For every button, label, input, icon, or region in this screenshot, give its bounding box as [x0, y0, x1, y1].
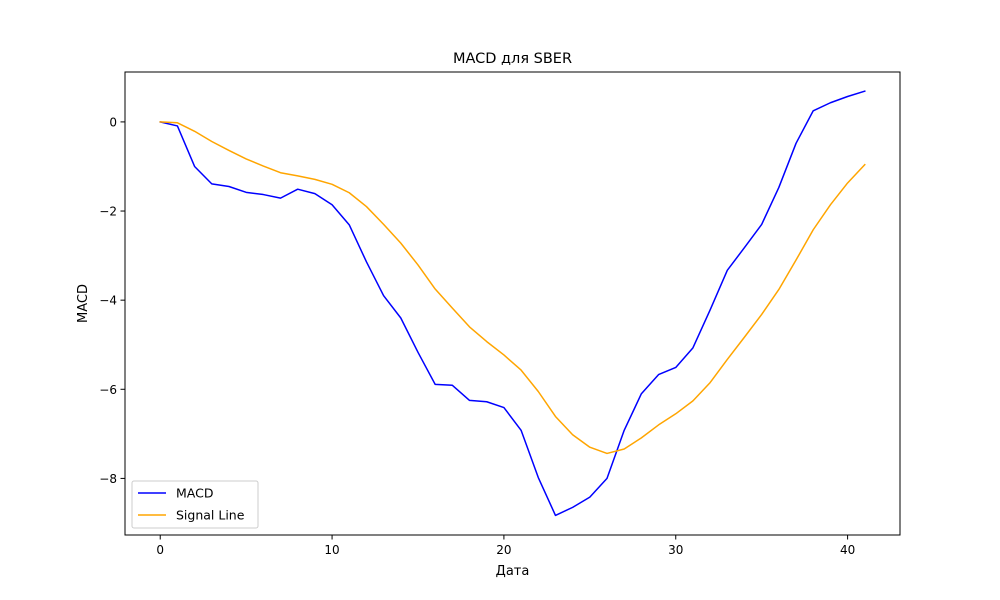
plot-frame	[124, 71, 901, 536]
x-tick-label: 30	[668, 543, 683, 557]
x-tick-label: 0	[156, 543, 164, 557]
x-tick-label: 40	[840, 543, 855, 557]
x-axis-label: Дата	[496, 564, 530, 579]
y-tick-label: −8	[99, 472, 117, 486]
legend-label-signal-line: Signal Line	[176, 508, 245, 523]
legend-label-macd: MACD	[176, 486, 213, 501]
y-tick-label: −2	[99, 205, 117, 219]
y-tick-label: 0	[109, 115, 117, 129]
series-layer	[159, 90, 866, 517]
series-line-macd	[159, 90, 866, 517]
legend: MACD Signal Line	[131, 480, 259, 529]
y-tick-label: −4	[99, 294, 117, 308]
x-axis-ticks: 0 10 20 30 40	[156, 535, 855, 557]
chart-title: MACD для SBER	[453, 51, 572, 67]
x-tick-label: 10	[324, 543, 339, 557]
y-tick-label: −6	[99, 383, 117, 397]
x-tick-label: 20	[496, 543, 511, 557]
y-axis-label: MACD	[76, 284, 91, 323]
y-axis-ticks: −8 −6 −4 −2 0	[99, 115, 125, 486]
series-line-signal-line	[159, 121, 866, 455]
